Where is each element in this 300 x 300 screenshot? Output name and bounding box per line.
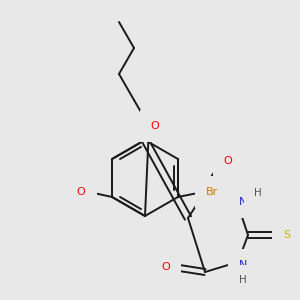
Text: O: O xyxy=(77,187,85,197)
Text: Br: Br xyxy=(206,187,218,197)
Text: N: N xyxy=(239,260,247,270)
Text: S: S xyxy=(284,230,291,240)
Text: H: H xyxy=(254,188,262,198)
Text: O: O xyxy=(151,121,159,131)
Text: O: O xyxy=(162,262,170,272)
Text: N: N xyxy=(239,197,247,207)
Text: O: O xyxy=(224,156,232,166)
Text: H: H xyxy=(239,275,247,285)
